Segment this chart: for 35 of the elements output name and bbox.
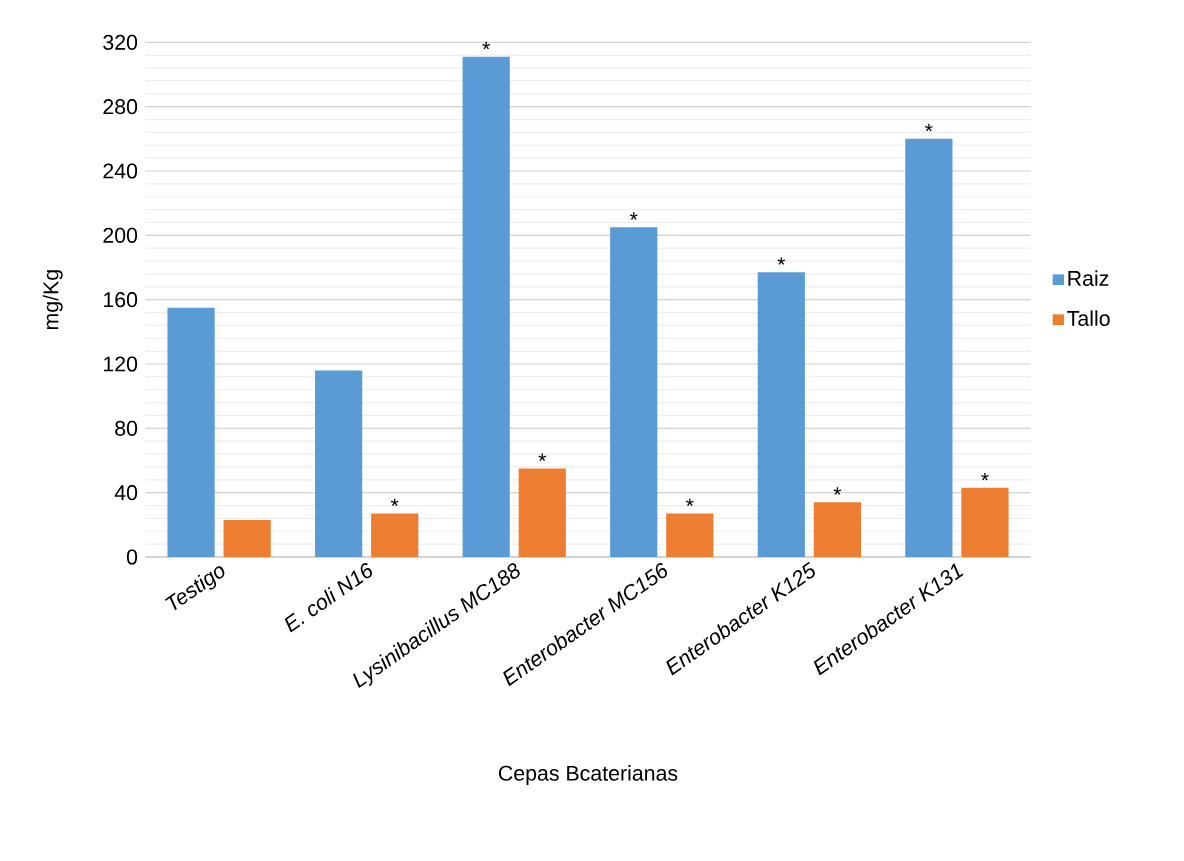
y-axis-title: mg/Kg [42,270,63,330]
bar [666,513,714,557]
y-tick-label: 280 [103,99,138,115]
y-tick-label: 160 [104,292,138,308]
annotation: * [777,257,786,265]
bar [757,272,805,557]
y-tick-label: 80 [115,420,138,436]
x-axis-title: Cepas Bcaterianas [498,765,678,785]
annotation: * [833,487,842,495]
annotation: * [538,453,547,462]
y-tick-label: 120 [104,356,138,372]
y-tick-label: 0 [126,549,138,565]
annotation: * [482,41,491,50]
y-tick-label: 200 [103,227,138,243]
legend-label: Raiz [1068,270,1109,287]
bar [961,487,1009,557]
x-tick-label: E. coli N16 [284,562,372,633]
annotation: * [629,212,638,220]
y-tick-label: 320 [103,34,138,50]
bar [905,138,953,557]
annotation: * [981,472,989,481]
bar [518,468,566,557]
bar [610,227,658,557]
annotation: * [925,123,933,132]
bar [462,56,510,557]
bar [167,307,215,557]
annotation: * [686,498,694,507]
annotation: * [390,498,399,507]
bar [371,513,419,557]
bar [315,370,363,557]
y-tick-label: 40 [114,485,138,501]
bar [223,520,271,557]
bar [813,502,861,557]
legend-label: Tallo [1067,310,1110,326]
y-tick-label: 240 [103,163,138,179]
